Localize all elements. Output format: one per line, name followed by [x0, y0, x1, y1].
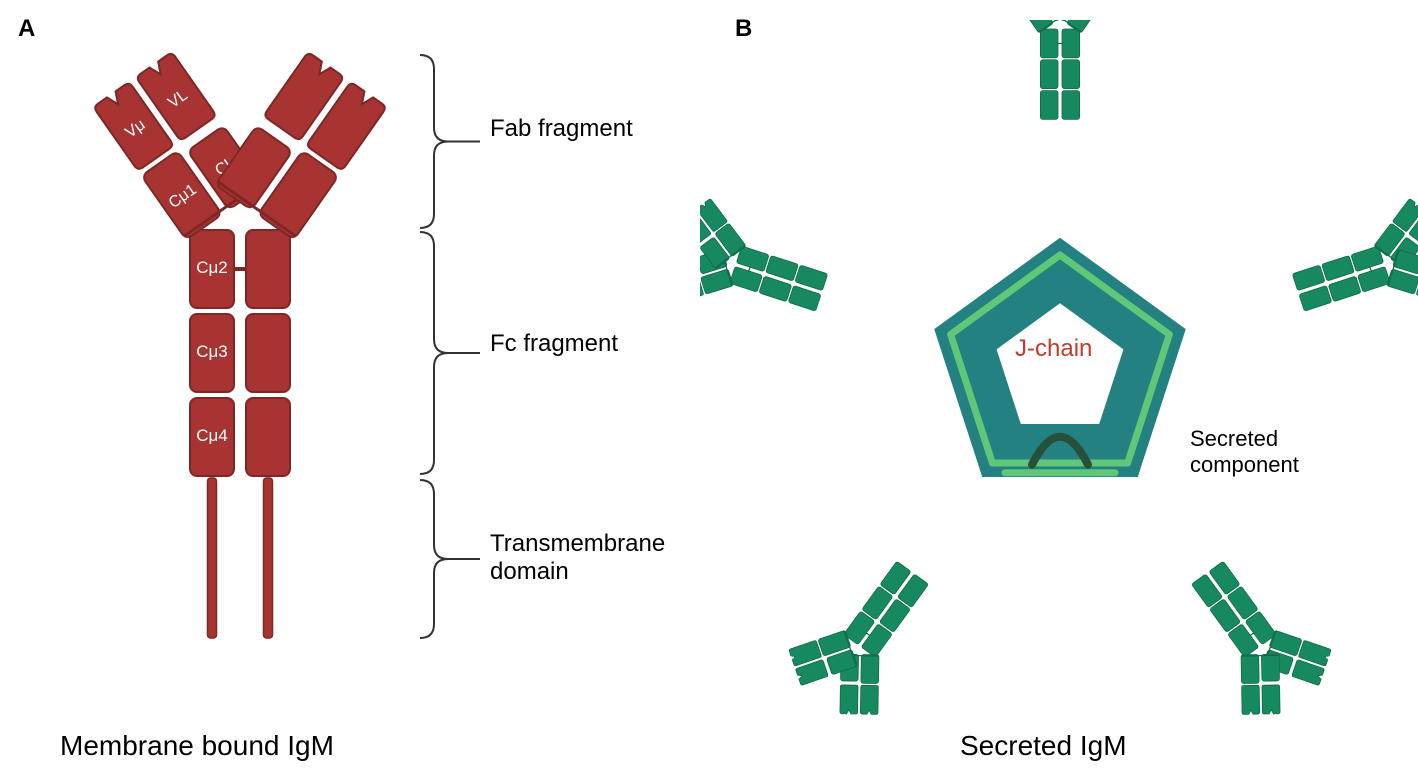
panel-b-caption: Secreted IgM	[960, 730, 1127, 762]
panel-a-caption: Membrane bound IgM	[60, 730, 334, 762]
panel-a-svg: Cμ2Cμ3Cμ4VLCLVμCμ1	[20, 30, 720, 710]
svg-text:Cμ2: Cμ2	[196, 258, 228, 277]
svg-text:Cμ4: Cμ4	[196, 426, 228, 445]
panel-b-svg	[700, 20, 1418, 720]
svg-text:Cμ3: Cμ3	[196, 342, 228, 361]
